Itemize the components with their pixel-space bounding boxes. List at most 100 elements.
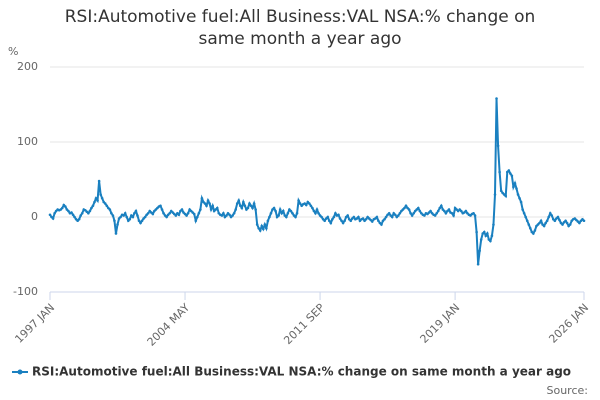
point bbox=[377, 219, 380, 223]
point bbox=[94, 196, 98, 200]
point bbox=[251, 206, 254, 210]
point bbox=[231, 214, 234, 217]
point bbox=[252, 202, 256, 205]
point bbox=[110, 211, 113, 215]
point bbox=[99, 193, 102, 196]
point bbox=[304, 203, 308, 207]
point bbox=[327, 219, 331, 223]
point bbox=[561, 223, 564, 226]
point bbox=[79, 214, 82, 217]
point bbox=[71, 213, 75, 217]
point bbox=[409, 211, 412, 215]
chart-title: RSI:Automotive fuel:All Business:VAL NSA… bbox=[64, 7, 536, 49]
point bbox=[146, 211, 150, 215]
point bbox=[380, 223, 383, 226]
point bbox=[341, 221, 345, 225]
point bbox=[205, 204, 208, 208]
point bbox=[237, 199, 241, 202]
x-tick-label: 2019 JAN bbox=[418, 301, 463, 346]
point bbox=[332, 215, 336, 219]
point bbox=[139, 221, 142, 225]
y-tick-label: -100 bbox=[13, 285, 38, 298]
point bbox=[192, 212, 196, 216]
point bbox=[397, 214, 400, 217]
point bbox=[320, 215, 323, 219]
point bbox=[317, 211, 320, 215]
point bbox=[315, 208, 319, 211]
point bbox=[548, 211, 552, 215]
point bbox=[519, 200, 523, 204]
point bbox=[280, 211, 284, 215]
point bbox=[295, 211, 299, 215]
point bbox=[326, 215, 330, 219]
point bbox=[238, 204, 242, 208]
point bbox=[383, 217, 386, 221]
point bbox=[578, 221, 581, 225]
point bbox=[343, 219, 346, 223]
point bbox=[482, 230, 486, 234]
point bbox=[435, 211, 438, 215]
point bbox=[100, 196, 104, 200]
point bbox=[398, 211, 402, 215]
x-tick-label: 2004 MAY bbox=[145, 301, 193, 349]
point bbox=[215, 206, 219, 210]
point bbox=[447, 208, 451, 211]
point bbox=[390, 215, 394, 219]
point bbox=[516, 193, 520, 196]
point bbox=[418, 209, 422, 213]
point bbox=[80, 211, 84, 215]
point bbox=[93, 200, 96, 204]
point bbox=[240, 206, 244, 210]
x-tick-label: 2026 JAN bbox=[546, 301, 591, 346]
point bbox=[73, 215, 76, 219]
point bbox=[479, 238, 483, 241]
x-tick-label: 1997 JAN bbox=[12, 301, 57, 346]
point bbox=[168, 211, 171, 215]
point bbox=[180, 208, 184, 211]
point bbox=[281, 209, 285, 213]
y-unit: % bbox=[8, 45, 18, 58]
point bbox=[263, 223, 267, 226]
point bbox=[133, 211, 136, 215]
point bbox=[436, 209, 440, 213]
point bbox=[522, 211, 526, 215]
point bbox=[203, 202, 207, 205]
point bbox=[375, 215, 379, 219]
point bbox=[513, 181, 517, 185]
point bbox=[177, 213, 181, 217]
point bbox=[289, 209, 293, 213]
point bbox=[220, 214, 224, 217]
point bbox=[346, 214, 349, 217]
point bbox=[459, 209, 463, 213]
point bbox=[96, 199, 99, 202]
point bbox=[116, 223, 119, 226]
point bbox=[533, 229, 537, 232]
point bbox=[242, 200, 245, 204]
point bbox=[323, 219, 326, 223]
point bbox=[510, 174, 514, 178]
point bbox=[334, 211, 337, 215]
point bbox=[125, 215, 129, 219]
point bbox=[490, 234, 494, 238]
point bbox=[478, 249, 481, 253]
point bbox=[556, 215, 560, 219]
point bbox=[338, 217, 342, 220]
point bbox=[143, 215, 147, 219]
point bbox=[285, 215, 288, 219]
point bbox=[384, 215, 388, 219]
point bbox=[473, 214, 477, 217]
point bbox=[475, 230, 478, 234]
point bbox=[309, 204, 313, 208]
point bbox=[439, 204, 443, 208]
point bbox=[208, 202, 211, 205]
point bbox=[472, 211, 475, 215]
point bbox=[294, 215, 297, 219]
point bbox=[232, 211, 236, 215]
point bbox=[429, 209, 432, 213]
point bbox=[113, 219, 116, 223]
point bbox=[257, 226, 260, 230]
point bbox=[443, 209, 446, 213]
point bbox=[111, 214, 115, 217]
series-line bbox=[49, 98, 585, 265]
point bbox=[314, 211, 317, 215]
